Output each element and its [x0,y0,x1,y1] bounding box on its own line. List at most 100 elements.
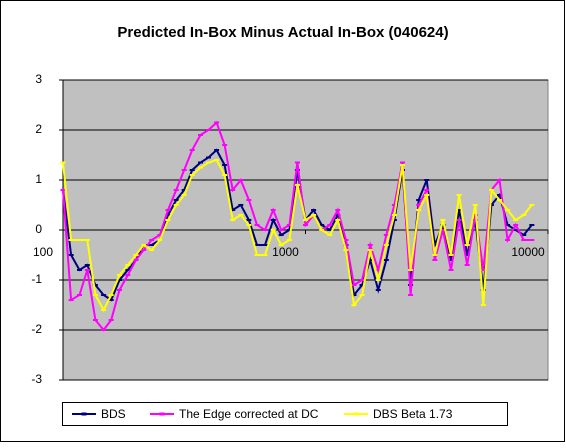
point-marker [77,294,83,296]
point-marker [456,219,462,221]
point-marker [327,234,333,236]
point-marker [351,284,357,286]
point-marker [456,209,462,211]
point-marker [488,204,494,206]
point-marker [521,234,527,236]
point-marker [230,209,236,211]
point-marker [529,239,535,241]
point-marker [149,239,155,241]
point-marker [375,269,381,271]
point-marker [488,189,494,191]
point-marker [408,294,414,296]
point-marker [529,204,535,206]
point-marker [367,259,373,261]
point-marker [391,214,397,216]
point-marker [343,239,349,241]
point-marker [472,204,478,206]
point-marker [448,259,454,261]
point-marker [117,279,123,281]
point-marker [270,229,276,231]
point-marker [351,294,357,296]
point-marker [391,219,397,221]
point-marker [529,224,535,226]
point-marker [165,209,171,211]
point-marker [303,219,308,221]
point-marker [464,254,470,256]
point-marker [60,161,66,164]
point-marker [68,254,74,256]
point-marker [198,134,204,136]
point-marker [480,269,486,271]
point-marker [92,284,98,286]
point-marker [77,239,83,241]
point-marker [440,219,446,221]
legend: BDS The Edge corrected at DC DBS Beta 1.73 [72,407,453,421]
chart-title: Predicted In-Box Minus Actual In-Box (04… [117,24,448,41]
point-marker [60,189,66,191]
point-marker [68,299,74,301]
y-tick-label: 1 [35,172,42,186]
point-marker [327,229,333,231]
point-marker [198,161,204,164]
point-marker [521,214,527,216]
point-marker [141,249,147,251]
point-marker [424,189,430,191]
point-marker [222,144,228,146]
point-marker [513,224,519,226]
point-marker [383,234,389,236]
point-marker [286,224,292,226]
point-marker [157,239,163,241]
point-marker [440,224,446,226]
point-marker [408,269,414,271]
point-marker [173,204,179,206]
point-marker [286,239,292,241]
point-marker [448,254,454,256]
point-marker [198,166,204,169]
point-marker [230,189,236,191]
point-marker [270,209,276,211]
point-marker [400,161,406,164]
point-marker [108,319,114,321]
plot-area: -3 -2 -1 0 1 2 3 100 1000 10000 [31,72,549,386]
point-marker [424,179,430,181]
point-marker [101,294,107,296]
point-marker [189,174,195,176]
point-marker [294,184,300,186]
point-marker [278,234,284,236]
point-marker [181,169,187,171]
point-marker [125,269,131,271]
point-marker [133,259,139,261]
point-marker [505,209,511,211]
point-marker [448,269,454,271]
point-marker [214,149,220,151]
point-marker [343,249,349,251]
point-marker [359,284,365,286]
legend-box [62,402,508,426]
point-marker [416,204,422,206]
point-marker [375,289,381,291]
point-marker [416,209,422,211]
point-marker [222,174,228,176]
point-marker [117,289,123,291]
point-marker [294,161,300,164]
point-marker [238,214,244,216]
point-marker [505,239,511,241]
point-marker [68,239,74,241]
point-marker [335,209,341,211]
y-tick-label: 3 [35,72,42,86]
point-marker [214,121,220,124]
point-marker [375,279,381,281]
x-tick-label: 1000 [272,245,299,259]
point-marker [367,244,373,246]
point-marker [319,229,325,231]
point-marker [497,199,503,201]
point-marker [254,254,260,256]
point-marker [165,219,171,221]
point-marker [173,199,179,201]
point-marker [270,219,276,221]
legend-label: BDS [101,407,126,421]
point-marker [230,219,236,221]
point-marker [359,279,365,281]
point-marker [108,299,114,301]
